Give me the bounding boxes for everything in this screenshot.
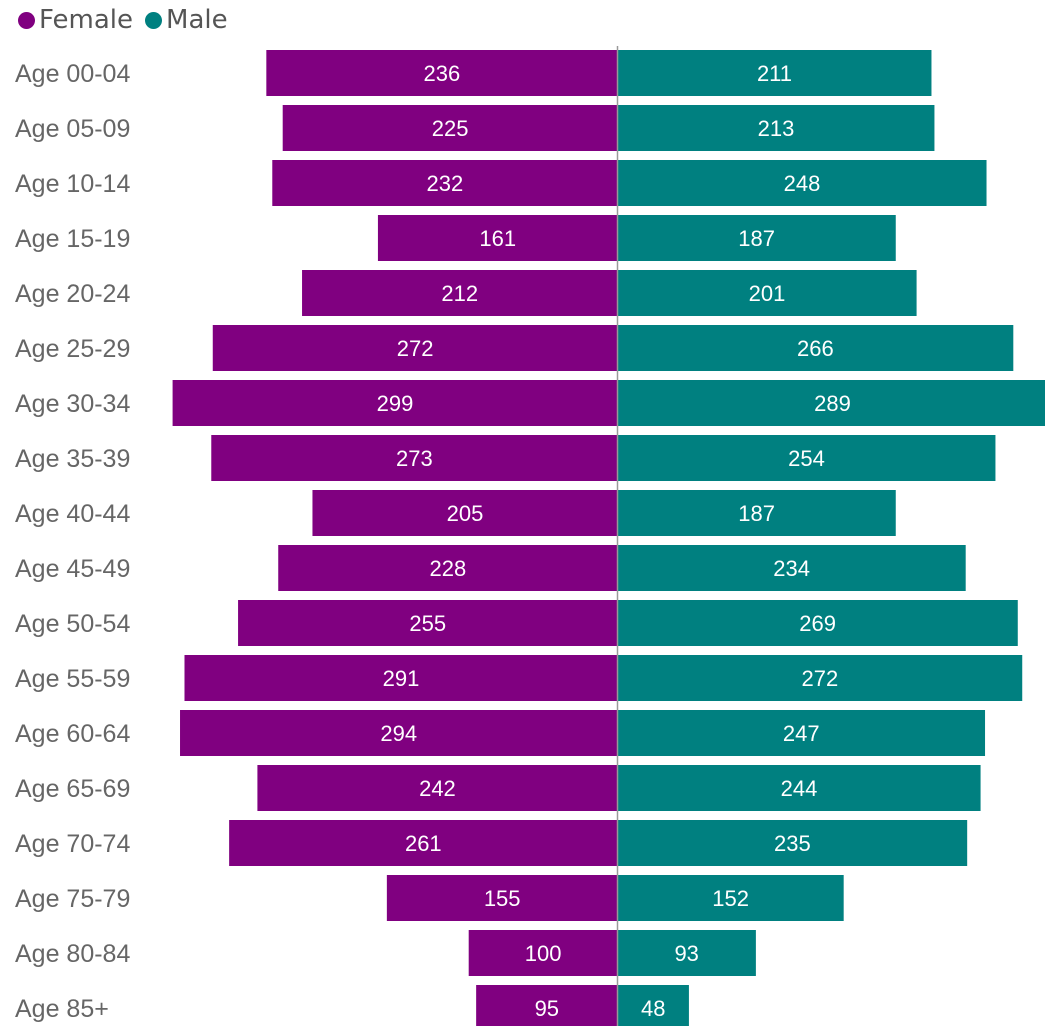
bar-female (278, 545, 618, 591)
data-label-female: 225 (432, 116, 469, 141)
category-label: Age 50-54 (15, 610, 130, 638)
category-label: Age 15-19 (15, 225, 130, 253)
bar-male (617, 710, 986, 756)
legend-item-female: Female (18, 5, 133, 35)
bar-female (377, 215, 618, 261)
data-label-female: 261 (405, 831, 442, 856)
data-label-female: 100 (525, 941, 562, 966)
data-label-male: 269 (799, 611, 836, 636)
category-label: Age 85+ (15, 995, 109, 1023)
bar-female (468, 930, 618, 976)
data-label-male: 48 (641, 996, 665, 1021)
category-label: Age 00-04 (15, 60, 130, 88)
bar-male (617, 160, 987, 206)
category-label: Age 30-34 (15, 390, 130, 418)
category-label: Age 25-29 (15, 335, 130, 363)
bar-female (302, 270, 618, 316)
bar-female (212, 325, 618, 371)
data-label-male: 152 (712, 886, 749, 911)
bar-female (257, 765, 618, 811)
data-label-female: 161 (479, 226, 516, 251)
bar-female (238, 600, 618, 646)
category-label: Age 80-84 (15, 940, 130, 968)
bar-male (617, 875, 844, 921)
category-label: Age 45-49 (15, 555, 130, 583)
data-label-female: 272 (397, 336, 434, 361)
data-label-male: 213 (758, 116, 795, 141)
data-label-male: 254 (788, 446, 825, 471)
bar-male (617, 435, 996, 481)
bar-female (282, 105, 618, 151)
data-label-female: 95 (535, 996, 559, 1021)
bar-female (266, 50, 618, 96)
category-label: Age 60-64 (15, 720, 130, 748)
legend-dot-male (145, 11, 163, 29)
data-label-female: 232 (427, 171, 464, 196)
bar-male (617, 600, 1018, 646)
bar-male (617, 765, 981, 811)
legend: Female Male (18, 4, 240, 36)
data-label-male: 187 (738, 226, 775, 251)
legend-label-male: Male (166, 5, 228, 35)
category-label: Age 35-39 (15, 445, 130, 473)
bar-male (617, 820, 968, 866)
category-label: Age 70-74 (15, 830, 130, 858)
bar-female (272, 160, 618, 206)
legend-item-male: Male (145, 5, 228, 35)
bar-male (617, 270, 917, 316)
bar-male (617, 985, 689, 1026)
data-label-female: 242 (419, 776, 456, 801)
data-label-female: 228 (430, 556, 467, 581)
legend-dot-female (18, 11, 35, 29)
data-label-male: 187 (738, 501, 775, 526)
bar-male (617, 655, 1023, 701)
bar-female (180, 710, 618, 756)
data-label-female: 205 (447, 501, 484, 526)
bar-male (617, 545, 966, 591)
data-label-female: 236 (424, 61, 461, 86)
data-label-male: 247 (783, 721, 820, 746)
bar-male (617, 325, 1014, 371)
category-label: Age 05-09 (15, 115, 130, 143)
bar-male (617, 930, 756, 976)
data-label-male: 272 (802, 666, 839, 691)
data-label-female: 273 (396, 446, 433, 471)
category-label: Age 65-69 (15, 775, 130, 803)
bar-female (172, 380, 618, 426)
bar-male (617, 490, 896, 536)
data-label-male: 289 (814, 391, 851, 416)
bar-male (617, 215, 896, 261)
data-label-male: 244 (781, 776, 818, 801)
category-label: Age 75-79 (15, 885, 130, 913)
category-label: Age 20-24 (15, 280, 130, 308)
data-label-female: 255 (409, 611, 446, 636)
data-label-male: 234 (773, 556, 810, 581)
bar-male (617, 380, 1045, 426)
data-label-female: 294 (380, 721, 417, 746)
data-label-male: 211 (757, 61, 792, 86)
legend-label-female: Female (39, 5, 134, 35)
data-label-male: 248 (784, 171, 821, 196)
data-label-female: 212 (441, 281, 478, 306)
bar-male (617, 50, 932, 96)
data-label-male: 201 (749, 281, 786, 306)
category-label: Age 55-59 (15, 665, 130, 693)
data-label-female: 155 (484, 886, 521, 911)
data-label-female: 299 (377, 391, 414, 416)
bar-female (211, 435, 618, 481)
bar-female (312, 490, 618, 536)
bar-female (386, 875, 618, 921)
bar-female (184, 655, 618, 701)
bar-female (229, 820, 618, 866)
data-label-male: 93 (674, 941, 698, 966)
bar-female (476, 985, 618, 1026)
data-label-male: 235 (774, 831, 811, 856)
bar-male (617, 105, 935, 151)
category-label: Age 10-14 (15, 170, 130, 198)
data-label-female: 291 (383, 666, 420, 691)
category-label: Age 40-44 (15, 500, 130, 528)
data-label-male: 266 (797, 336, 834, 361)
